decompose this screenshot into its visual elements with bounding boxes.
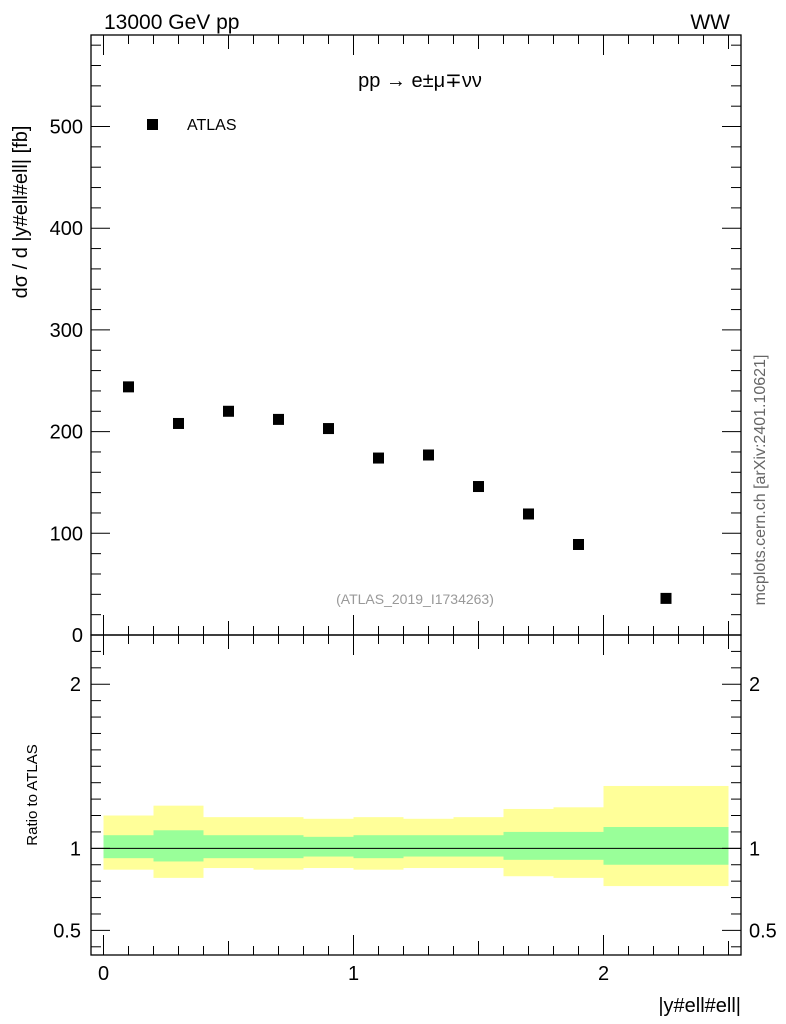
data-point [373, 452, 384, 464]
ratio-y-tick-label: 1 [70, 838, 81, 860]
ratio-y-axis-title: Ratio to ATLAS [24, 744, 41, 845]
main-y-axis-title: dσ / d |y#ell#ell| [fb] [10, 126, 32, 299]
stat-band-bin-8 [503, 831, 554, 860]
analysis-label: (ATLAS_2019_I1734263) [336, 591, 494, 607]
stat-band-bin-4 [303, 836, 354, 857]
x-tick-label: 2 [598, 963, 609, 985]
plot-title: pp → e±μ∓νν [358, 70, 482, 92]
ratio-y-tick-label: 2 [70, 674, 81, 696]
ratio-axes: 0 1 2 0.5 0.5 1 1 2 2 [53, 634, 777, 985]
legend-entry-atlas: ATLAS [187, 117, 237, 134]
energy-label: 13000 GeV pp [104, 11, 239, 34]
data-point [660, 592, 672, 604]
ratio-frame [90, 634, 742, 956]
x-axis-title: |y#ell#ell| [658, 995, 741, 1017]
data-point [323, 423, 334, 435]
stat-band-bin-2 [203, 835, 254, 859]
main-y-tick-label: 200 [50, 422, 83, 444]
stat-band-bin-9 [553, 831, 604, 860]
x-tick-label: 0 [98, 963, 109, 985]
data-point [473, 481, 484, 493]
legend-marker [147, 119, 158, 130]
main-y-tick-label: 300 [50, 320, 83, 342]
data-point [523, 508, 534, 520]
main-y-tick-label-zero: 0 [72, 625, 83, 647]
main-y-tick-label: 400 [50, 218, 83, 240]
data-point [573, 538, 584, 550]
process-label: WW [690, 11, 730, 34]
stat-band-bin-3 [253, 835, 304, 859]
main-y-tick-label: 500 [50, 117, 83, 139]
ratio-uncertainty-bands [91, 785, 741, 887]
stat-band-bin-1 [153, 830, 204, 862]
stat-band-bin-5 [353, 835, 404, 859]
main-y-tick-label: 100 [50, 523, 83, 545]
atlas-data-points [123, 381, 672, 604]
stat-band-bin-10 [603, 827, 729, 865]
stat-band-bin-6 [403, 835, 454, 857]
ratio-y-tick-label: 0.5 [53, 920, 81, 942]
stat-band-bin-0 [103, 835, 154, 859]
data-point [173, 417, 184, 429]
mcplots-watermark: mcplots.cern.ch [arXiv:2401.10621] [752, 355, 769, 606]
ratio-y-tick-label-right: 0.5 [749, 920, 777, 942]
data-point [423, 449, 434, 461]
ratio-y-tick-label-right: 2 [749, 674, 760, 696]
x-tick-label: 1 [348, 963, 359, 985]
data-point [123, 381, 134, 393]
data-point [223, 405, 234, 417]
ratio-y-tick-label-right: 1 [749, 838, 760, 860]
data-point [273, 413, 284, 425]
stat-band-bin-7 [453, 835, 504, 857]
